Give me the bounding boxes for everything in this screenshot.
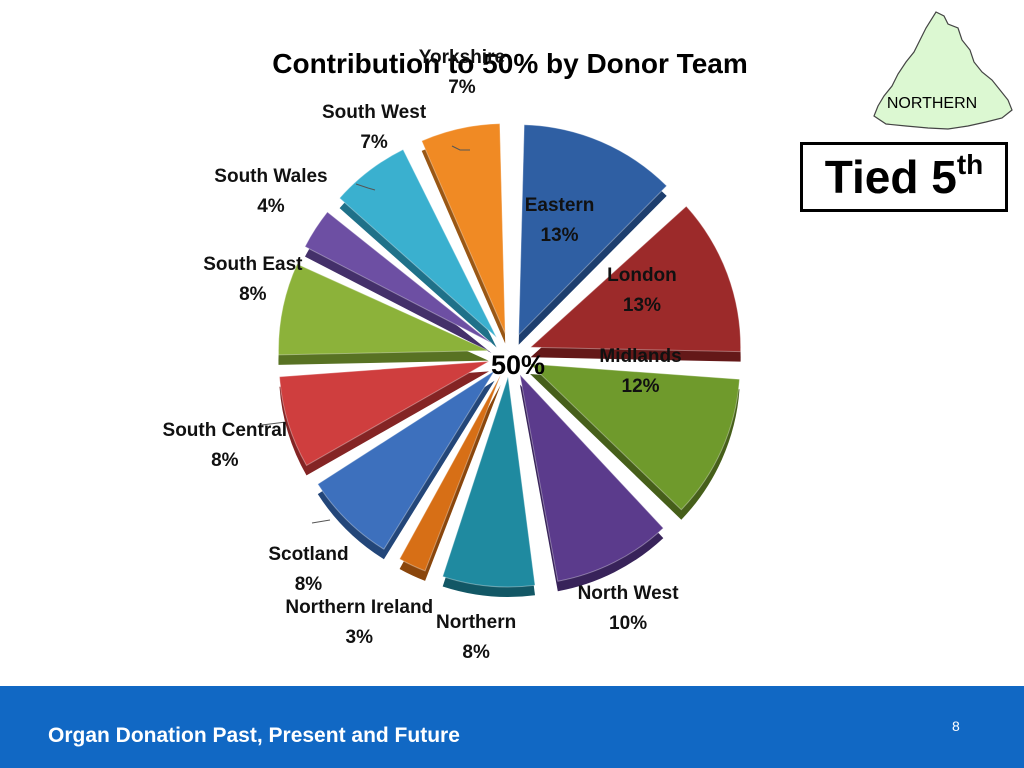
slice-value-south-wales: 4% (257, 196, 285, 218)
slice-label-south-central: South Central 8% (163, 416, 288, 476)
slice-northern-ireland (398, 374, 502, 572)
slice-label-south-wales: South Wales 4% (214, 162, 327, 222)
slice-south-wales (304, 211, 492, 344)
rank-box: Tied 5th (800, 142, 1008, 212)
slice-south-west (338, 148, 498, 338)
slice-value-midlands: 12% (621, 375, 660, 397)
slice-value-south-central: 8% (211, 449, 239, 471)
slice-value-south-east: 8% (239, 284, 267, 306)
leader-line-south-west (355, 183, 376, 191)
slice-name-eastern: Eastern (524, 195, 595, 217)
slice-yorkshire (421, 123, 506, 334)
slice-name-midlands: Midlands (599, 345, 682, 367)
slice-northern (442, 376, 536, 588)
slice-value-northern-ireland: 3% (345, 627, 373, 648)
slice-label-south-west: South West 7% (322, 98, 426, 158)
region-name: NORTHERN (886, 95, 978, 112)
slice-name-yorkshire: Yorkshire (418, 46, 506, 68)
slice-name-south-west: South West (322, 102, 427, 124)
slice-label-eastern: Eastern 13% (525, 191, 595, 251)
slice-name-northern-ireland: Northern Ireland (285, 597, 434, 618)
slice-name-south-east: South East (203, 254, 303, 276)
slice-name-northern: Northern (436, 612, 517, 634)
leader-line-scotland (311, 519, 331, 524)
slice-value-london: 13% (622, 295, 661, 317)
slice-value-eastern: 13% (540, 225, 579, 247)
pie-chart (261, 123, 742, 597)
slice-name-london: London (607, 265, 677, 287)
leader-line-yorkshire (451, 145, 470, 151)
footer-title: Organ Donation Past, Present and Future (48, 724, 460, 747)
slice-value-scotland: 8% (294, 573, 323, 595)
rank-suffix: th (956, 149, 984, 180)
slice-label-south-east: South East 8% (203, 250, 302, 310)
center-label: 50% (490, 350, 546, 380)
page-number: 8 (952, 718, 960, 734)
slice-value-northern: 8% (462, 642, 490, 664)
slice-value-north-west: 10% (609, 613, 648, 635)
slice-eastern (518, 124, 668, 337)
slice-label-northern-ireland: Northern Ireland 3% (285, 593, 433, 653)
slice-scotland (317, 370, 496, 550)
slice-name-scotland: Scotland (268, 543, 349, 565)
slice-name-north-west: North West (577, 583, 679, 605)
slice-london (529, 205, 742, 353)
slice-midlands (528, 363, 741, 511)
rank-text: Tied 5 (824, 151, 957, 203)
slice-name-south-central: South Central (162, 419, 288, 441)
footer-bar (0, 686, 1024, 768)
slice-label-midlands: Midlands 12% (599, 342, 681, 402)
slice-label-london: London 13% (607, 261, 677, 321)
slice-south-central (278, 360, 490, 467)
chart-title: Contribution to 50% by Donor Team (272, 48, 748, 79)
slice-label-northern: Northern 8% (436, 608, 516, 668)
northern-region-map-icon (873, 11, 1013, 130)
leader-line-south-central (261, 421, 287, 426)
slice-label-north-west: North West 10% (578, 579, 679, 639)
slice-name-south-wales: South Wales (214, 166, 328, 188)
slice-north-west (519, 373, 665, 582)
slice-label-scotland: Scotland 8% (268, 540, 348, 600)
slice-value-south-west: 7% (360, 132, 388, 154)
slice-label-yorkshire: Yorkshire 7% (419, 43, 505, 103)
slice-south-east (277, 263, 489, 356)
slice-value-yorkshire: 7% (448, 76, 476, 98)
